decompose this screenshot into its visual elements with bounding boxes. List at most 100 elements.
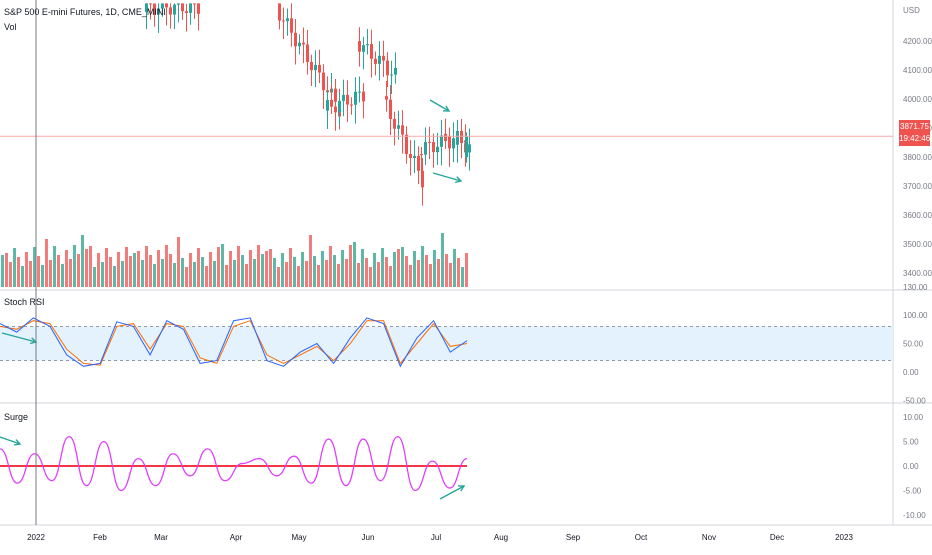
candle-body bbox=[397, 125, 400, 129]
candle-body bbox=[358, 41, 361, 52]
volume-bar bbox=[93, 267, 96, 287]
last-price-value: 3871.75 bbox=[900, 122, 929, 131]
surge-tick-label: 0.00 bbox=[903, 462, 919, 471]
volume-bar bbox=[245, 264, 248, 287]
volume-bar bbox=[425, 255, 428, 287]
volume-bar bbox=[65, 250, 68, 287]
volume-bar bbox=[209, 252, 212, 287]
volume-bar bbox=[249, 250, 252, 287]
candle-body bbox=[366, 44, 369, 46]
volume-bar bbox=[273, 258, 276, 287]
volume-bar bbox=[269, 249, 272, 287]
candle-body bbox=[465, 136, 468, 157]
volume-bar bbox=[381, 248, 384, 287]
candle-body bbox=[334, 106, 337, 113]
candle-body bbox=[362, 45, 365, 52]
volume-bar bbox=[377, 262, 380, 287]
volume-bar bbox=[361, 249, 364, 287]
candle-body bbox=[294, 32, 297, 47]
volume-bar bbox=[441, 233, 444, 287]
volume-bar bbox=[169, 254, 172, 287]
volume-bar bbox=[13, 248, 16, 287]
volume-bar bbox=[165, 245, 168, 287]
surge-arrow-left bbox=[0, 436, 21, 445]
candle-body bbox=[374, 58, 377, 64]
time-axis-label: Sep bbox=[566, 533, 581, 542]
volume-legend: Vol bbox=[4, 22, 17, 32]
volume-bar bbox=[349, 245, 352, 287]
volume-bar bbox=[125, 247, 128, 287]
candle-body bbox=[401, 125, 404, 135]
volume-bar bbox=[217, 247, 220, 287]
candle-body bbox=[421, 170, 424, 188]
candle-body bbox=[350, 104, 353, 106]
candle-body bbox=[385, 96, 388, 100]
volume-bar bbox=[1, 255, 4, 287]
candle-body bbox=[157, 8, 160, 15]
candle-body bbox=[298, 42, 301, 47]
stoch-tick-label: -50.00 bbox=[903, 397, 926, 406]
candle-body bbox=[286, 18, 289, 22]
volume-bar bbox=[73, 245, 76, 287]
volume-bar bbox=[189, 253, 192, 287]
stoch-tick-label: 50.00 bbox=[903, 340, 924, 349]
surge-arrow-right bbox=[439, 485, 465, 500]
volume-scale-label: 130.00 bbox=[903, 283, 928, 292]
volume-bar bbox=[241, 255, 244, 287]
candle-body bbox=[310, 62, 313, 71]
time-axis-label: Jun bbox=[362, 533, 375, 542]
volume-bar bbox=[257, 245, 260, 287]
volume-bar bbox=[145, 246, 148, 287]
surge-legend: Surge bbox=[4, 412, 29, 422]
volume-bar bbox=[429, 264, 432, 287]
volume-bar bbox=[25, 252, 28, 287]
volume-bar bbox=[121, 261, 124, 287]
candle-body bbox=[440, 135, 443, 147]
stoch-d-line bbox=[0, 320, 468, 366]
volume-bar bbox=[289, 248, 292, 287]
candle-body bbox=[390, 74, 393, 76]
volume-bar bbox=[161, 259, 164, 287]
candle-body bbox=[322, 72, 325, 91]
surge-line bbox=[0, 435, 468, 492]
price-tick-label: 4000.00 bbox=[903, 95, 932, 104]
volume-bar bbox=[181, 258, 184, 287]
volume-bar bbox=[333, 255, 336, 287]
volume-bar bbox=[313, 256, 316, 287]
candle-body bbox=[428, 141, 431, 143]
candle-body bbox=[145, 3, 148, 13]
volume-bar bbox=[157, 250, 160, 287]
candle-body bbox=[370, 44, 373, 59]
candle-body bbox=[432, 142, 435, 153]
volume-bar bbox=[265, 251, 268, 287]
volume-bar bbox=[397, 249, 400, 287]
volume-bar bbox=[345, 259, 348, 287]
time-axis-label: Aug bbox=[494, 533, 508, 542]
volume-bar bbox=[341, 250, 344, 287]
candle-body bbox=[394, 67, 397, 75]
candle-body bbox=[346, 94, 349, 105]
volume-bar bbox=[401, 247, 404, 287]
stoch-tick-label: 100.00 bbox=[903, 311, 928, 320]
volume-bar bbox=[385, 257, 388, 287]
volume-bar bbox=[133, 253, 136, 287]
time-axis-label: Mar bbox=[154, 533, 168, 542]
candle-body bbox=[417, 155, 420, 171]
volume-bar bbox=[61, 264, 64, 287]
chart-title: S&P 500 E-mini Futures, 1D, CME_MINI bbox=[4, 7, 166, 17]
volume-bar bbox=[449, 263, 452, 287]
volume-bar bbox=[129, 256, 132, 287]
price-tick-label: 3800.00 bbox=[903, 153, 932, 162]
candle-body bbox=[386, 60, 389, 76]
candle-body bbox=[382, 55, 385, 61]
volume-bar bbox=[113, 266, 116, 287]
volume-bar bbox=[57, 255, 60, 287]
candle-body bbox=[177, 3, 180, 5]
volume-bar bbox=[185, 267, 188, 287]
candle-body bbox=[362, 91, 365, 102]
volume-bar bbox=[353, 242, 356, 287]
stoch-arrow bbox=[1, 332, 37, 343]
candle-body bbox=[420, 154, 423, 156]
